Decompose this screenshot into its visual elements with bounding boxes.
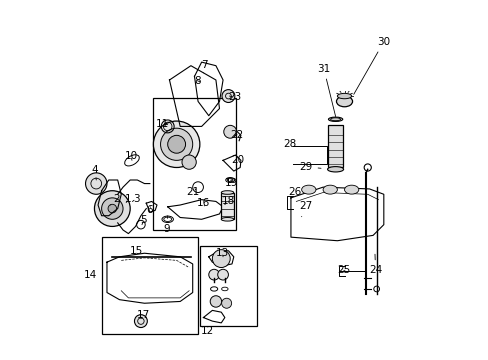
- Text: 3: 3: [132, 194, 139, 203]
- Text: 25: 25: [337, 265, 350, 275]
- Circle shape: [160, 128, 192, 160]
- Text: 1: 1: [125, 194, 131, 203]
- Ellipse shape: [328, 117, 342, 121]
- Text: 2: 2: [110, 194, 120, 205]
- Ellipse shape: [221, 191, 233, 194]
- Text: 23: 23: [227, 92, 241, 102]
- Circle shape: [85, 173, 107, 194]
- Text: 28: 28: [283, 139, 296, 149]
- Circle shape: [217, 269, 228, 280]
- Bar: [153, 98, 235, 230]
- Text: 15: 15: [129, 246, 142, 256]
- Text: 30: 30: [353, 37, 389, 94]
- Circle shape: [134, 315, 147, 328]
- Text: 24: 24: [368, 254, 382, 275]
- Text: 16: 16: [196, 198, 210, 207]
- Text: 6: 6: [146, 205, 152, 215]
- Text: 22: 22: [230, 130, 243, 140]
- Ellipse shape: [336, 96, 352, 107]
- Circle shape: [182, 155, 196, 169]
- Circle shape: [208, 269, 219, 280]
- Text: 8: 8: [194, 76, 200, 86]
- Text: 14: 14: [83, 270, 97, 280]
- Circle shape: [221, 298, 231, 308]
- Bar: [221, 193, 233, 219]
- Text: 27: 27: [299, 201, 312, 217]
- Text: 10: 10: [124, 151, 137, 161]
- Text: 12: 12: [200, 326, 213, 336]
- Circle shape: [108, 204, 116, 213]
- Circle shape: [153, 121, 200, 167]
- Ellipse shape: [301, 185, 315, 194]
- Text: 13: 13: [215, 248, 228, 257]
- Circle shape: [210, 296, 221, 307]
- Text: 26: 26: [288, 187, 301, 197]
- Text: 18: 18: [221, 196, 234, 206]
- Circle shape: [224, 125, 236, 138]
- Bar: [102, 237, 198, 334]
- Text: 21: 21: [186, 187, 199, 197]
- Ellipse shape: [344, 185, 358, 194]
- Circle shape: [222, 90, 234, 103]
- Ellipse shape: [337, 93, 351, 99]
- Ellipse shape: [327, 167, 343, 172]
- Text: 5: 5: [140, 215, 147, 225]
- Text: 20: 20: [230, 155, 244, 165]
- Text: 29: 29: [299, 162, 321, 172]
- Circle shape: [212, 249, 230, 267]
- Ellipse shape: [323, 185, 337, 194]
- Text: 19: 19: [224, 178, 238, 188]
- Bar: [200, 246, 257, 327]
- Text: 7: 7: [201, 60, 207, 73]
- Bar: [328, 125, 342, 167]
- Ellipse shape: [221, 217, 233, 221]
- Text: 17: 17: [137, 310, 150, 320]
- Text: 4: 4: [92, 165, 98, 180]
- Text: 31: 31: [317, 64, 335, 117]
- Circle shape: [167, 135, 185, 153]
- Circle shape: [94, 191, 130, 226]
- Text: 11: 11: [155, 119, 169, 129]
- Circle shape: [102, 198, 123, 219]
- Text: 9: 9: [163, 216, 170, 234]
